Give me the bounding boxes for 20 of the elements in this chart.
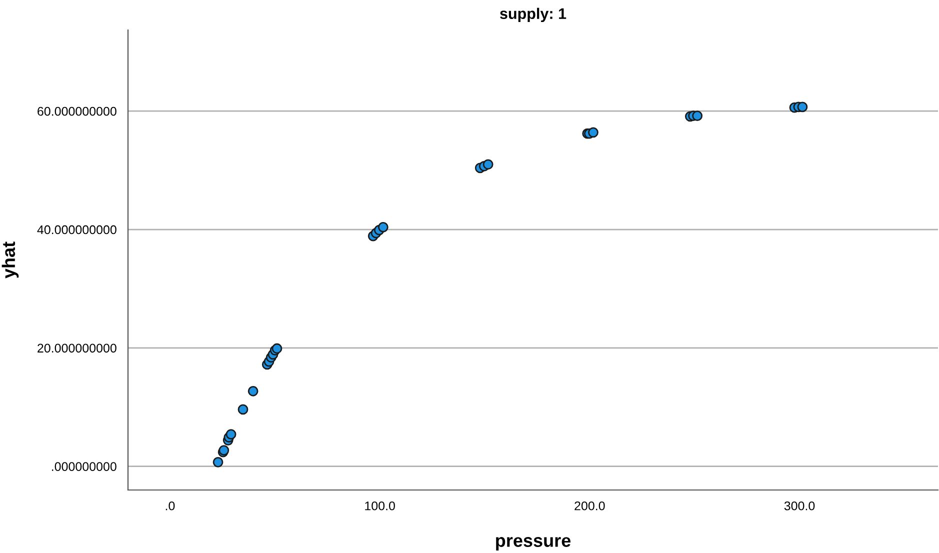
point <box>212 456 224 468</box>
point <box>226 429 236 440</box>
y-tick-label: 60.000000000 <box>38 106 116 116</box>
point <box>588 127 598 138</box>
y-tick-label: 40.000000000 <box>37 225 116 234</box>
y-tick-label: 20.000000000 <box>38 344 116 353</box>
x-tick-label: .0 <box>166 501 175 510</box>
point <box>248 386 258 396</box>
x-tick-label: 200.0 <box>574 501 605 510</box>
point <box>378 222 388 232</box>
x-axis-title: pressure <box>496 537 571 551</box>
point <box>482 159 494 170</box>
x-tick-label: 300.0 <box>784 501 815 510</box>
point <box>692 110 703 122</box>
x-tick-label: 100.0 <box>365 501 395 510</box>
chart-title: supply: 1 <box>500 8 566 22</box>
y-tick-label: .000000000 <box>52 462 116 471</box>
point <box>797 102 808 112</box>
point <box>238 404 248 415</box>
y-axis-title: yhat <box>2 242 19 278</box>
